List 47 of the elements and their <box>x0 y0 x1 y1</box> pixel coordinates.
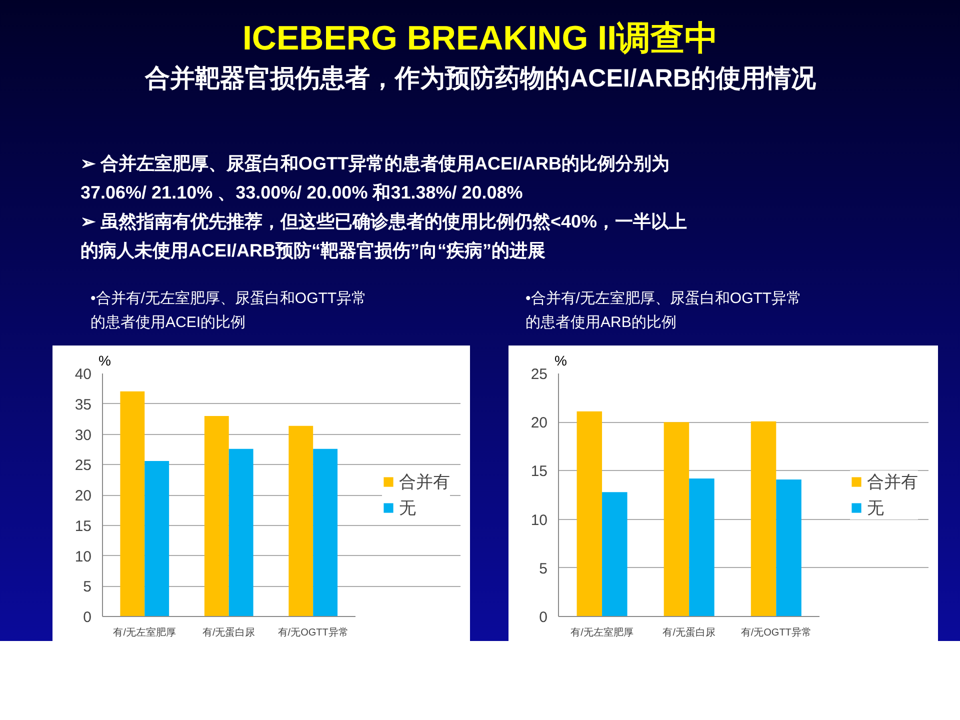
bar <box>313 448 338 616</box>
y-tick-label: 25 <box>530 366 548 383</box>
y-tick-label: 25 <box>74 457 92 474</box>
chart-title: •合并有/无左室肥厚、尿蛋白和OGTT异常的患者使用ARB的比例 <box>526 290 802 331</box>
chart-title: •合并有/无左室肥厚、尿蛋白和OGTT异常的患者使用ACEI的比例 <box>90 290 367 331</box>
bar <box>689 478 714 616</box>
x-tick-label: 有/无OGTT异常 <box>278 626 348 638</box>
bar <box>144 460 170 616</box>
y-tick-label: 5 <box>539 560 548 578</box>
x-tick-label: 有/无蛋白尿 <box>202 626 256 638</box>
y-tick-label: 0 <box>539 609 548 626</box>
legend-label: 合并有 <box>399 471 450 493</box>
text: ICEBERG BREAKING II调查中 <box>242 20 719 58</box>
y-tick-label: 10 <box>530 512 548 529</box>
bar <box>120 391 145 616</box>
y-tick-label: 10 <box>74 548 92 566</box>
y-tick-label: 0 <box>83 609 92 626</box>
legend-label: 无 <box>867 497 885 519</box>
y-tick-label: 5 <box>83 578 92 596</box>
bar <box>228 448 254 616</box>
bar <box>776 479 802 616</box>
x-tick-label: 有/无OGTT异常 <box>740 626 812 638</box>
x-tick-label: 有/无左室肥厚 <box>570 626 634 638</box>
y-tick-label: 20 <box>74 488 92 504</box>
y-axis-title: % <box>98 352 111 368</box>
bar <box>664 422 690 616</box>
text: 37.06%/ 21.10% 、33.00%/ 20.00% 和31.38%/ 20.08% <box>80 182 523 202</box>
y-tick-label: 40 <box>74 366 92 383</box>
y-axis-title: % <box>554 352 567 368</box>
text: ➢ 合并左室肥厚、尿蛋白和OGTT异常的患者使用ACEI/ARB的比例分别为 <box>80 154 670 174</box>
y-tick-label: 30 <box>74 426 92 444</box>
bar <box>288 426 314 616</box>
x-tick-label: 有/无蛋白尿 <box>662 626 716 638</box>
bar <box>750 421 776 616</box>
y-tick-label: 15 <box>74 518 92 535</box>
x-tick-label: 有/无左室肥厚 <box>113 626 176 638</box>
legend-label: 合并有 <box>867 471 918 493</box>
text: ➢ 虽然指南有优先推荐，但这些已确诊患者的使用比例仍然<40%，一半以上 <box>80 212 688 232</box>
y-tick-label: 20 <box>530 414 548 432</box>
text: 的病人未使用ACEI/ARB预防“靶器官损伤”向“疾病”的进展 <box>80 240 546 260</box>
legend-label: 无 <box>399 497 417 519</box>
text: 合并靶器官损伤患者，作为预防药物的ACEI/ARB的使用情况 <box>144 64 817 92</box>
y-tick-label: 15 <box>530 463 548 480</box>
bar <box>576 411 602 616</box>
bar <box>602 492 628 616</box>
bar <box>204 416 229 616</box>
y-tick-label: 35 <box>74 396 92 414</box>
